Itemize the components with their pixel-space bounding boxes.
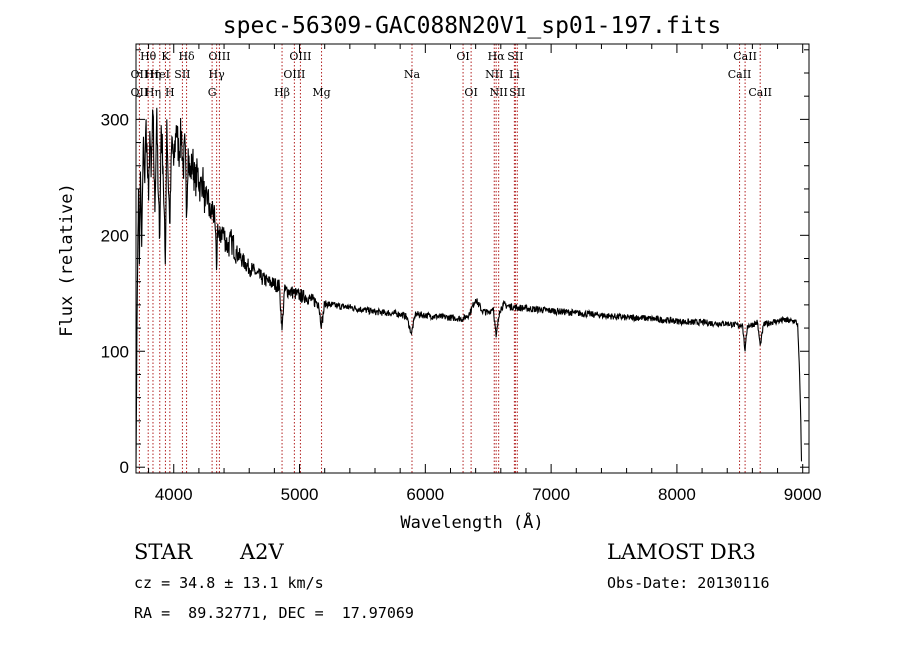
line-annotation-label: HeI — [150, 68, 170, 81]
line-annotation-label: Hβ — [274, 86, 290, 99]
obs-date: Obs-Date: 20130116 — [607, 574, 770, 592]
line-annotation-label: OI — [464, 86, 477, 99]
x-tick-label: 6000 — [406, 485, 444, 504]
chart-title: spec-56309-GAC088N20V1_sp01-197.fits — [223, 13, 722, 39]
line-annotation-label: SII — [507, 50, 523, 63]
y-tick-label: 200 — [101, 226, 129, 245]
line-annotation-label: SII — [509, 86, 525, 99]
ra-dec-coords: RA = 89.32771, DEC = 17.97069 — [134, 604, 414, 622]
line-annotation-label: Hη — [145, 86, 161, 99]
x-tick-label: 9000 — [784, 485, 822, 504]
spectral-subclass: A2V — [240, 540, 284, 564]
line-annotation-label: K — [161, 50, 170, 63]
axis-ticks: 4000 5000 6000 7000 8000 9000 0 100 200 300 — [101, 44, 822, 504]
line-annotation-label: CaII — [728, 68, 752, 81]
y-tick-label: 300 — [101, 110, 129, 129]
redshift-cz: cz = 34.8 ± 13.1 km/s — [134, 574, 324, 592]
line-annotation-label: Li — [509, 68, 520, 81]
line-annotation-label: G — [208, 86, 217, 99]
line-annotation-label: NII — [485, 68, 503, 81]
x-tick-label: 5000 — [281, 485, 319, 504]
x-tick-label: 8000 — [658, 485, 696, 504]
line-annotation-label: Hθ — [140, 50, 157, 63]
object-class: STAR — [134, 540, 193, 564]
line-annotation-label: NII — [490, 86, 508, 99]
line-annotation-label: OIII — [208, 50, 230, 63]
line-annotation-label: OIII — [289, 50, 311, 63]
y-tick-label: 100 — [101, 342, 129, 361]
line-annotation-label: OII — [131, 86, 149, 99]
line-annotation-label: OIII — [283, 68, 305, 81]
marker-lines — [138, 44, 761, 473]
survey-release: LAMOST DR3 — [607, 540, 756, 564]
line-annotation-label: SII — [174, 68, 190, 81]
line-annotation-label: Na — [404, 68, 421, 81]
line-annotation-label: Hη — [145, 68, 161, 81]
y-tick-label: 0 — [120, 458, 129, 477]
line-annotation-label: Mg — [312, 86, 330, 99]
line-annotation-label: Hδ — [178, 50, 195, 63]
line-annotation-label: Hγ — [209, 68, 226, 81]
line-annotation-label: OI — [456, 50, 469, 63]
x-tick-label: 7000 — [532, 485, 570, 504]
line-annotation-label: Hα — [488, 50, 506, 63]
x-tick-label: 4000 — [155, 485, 193, 504]
line-annotation-label: CaII — [733, 50, 757, 63]
x-axis-label: Wavelength (Å) — [400, 511, 543, 533]
line-annotation-label: H — [165, 86, 175, 99]
line-annotation-label: CaII — [748, 86, 772, 99]
line-annotation-label: OII — [131, 68, 149, 81]
spectrum-line — [135, 107, 803, 468]
y-axis-label: Flux (relative) — [57, 183, 77, 337]
